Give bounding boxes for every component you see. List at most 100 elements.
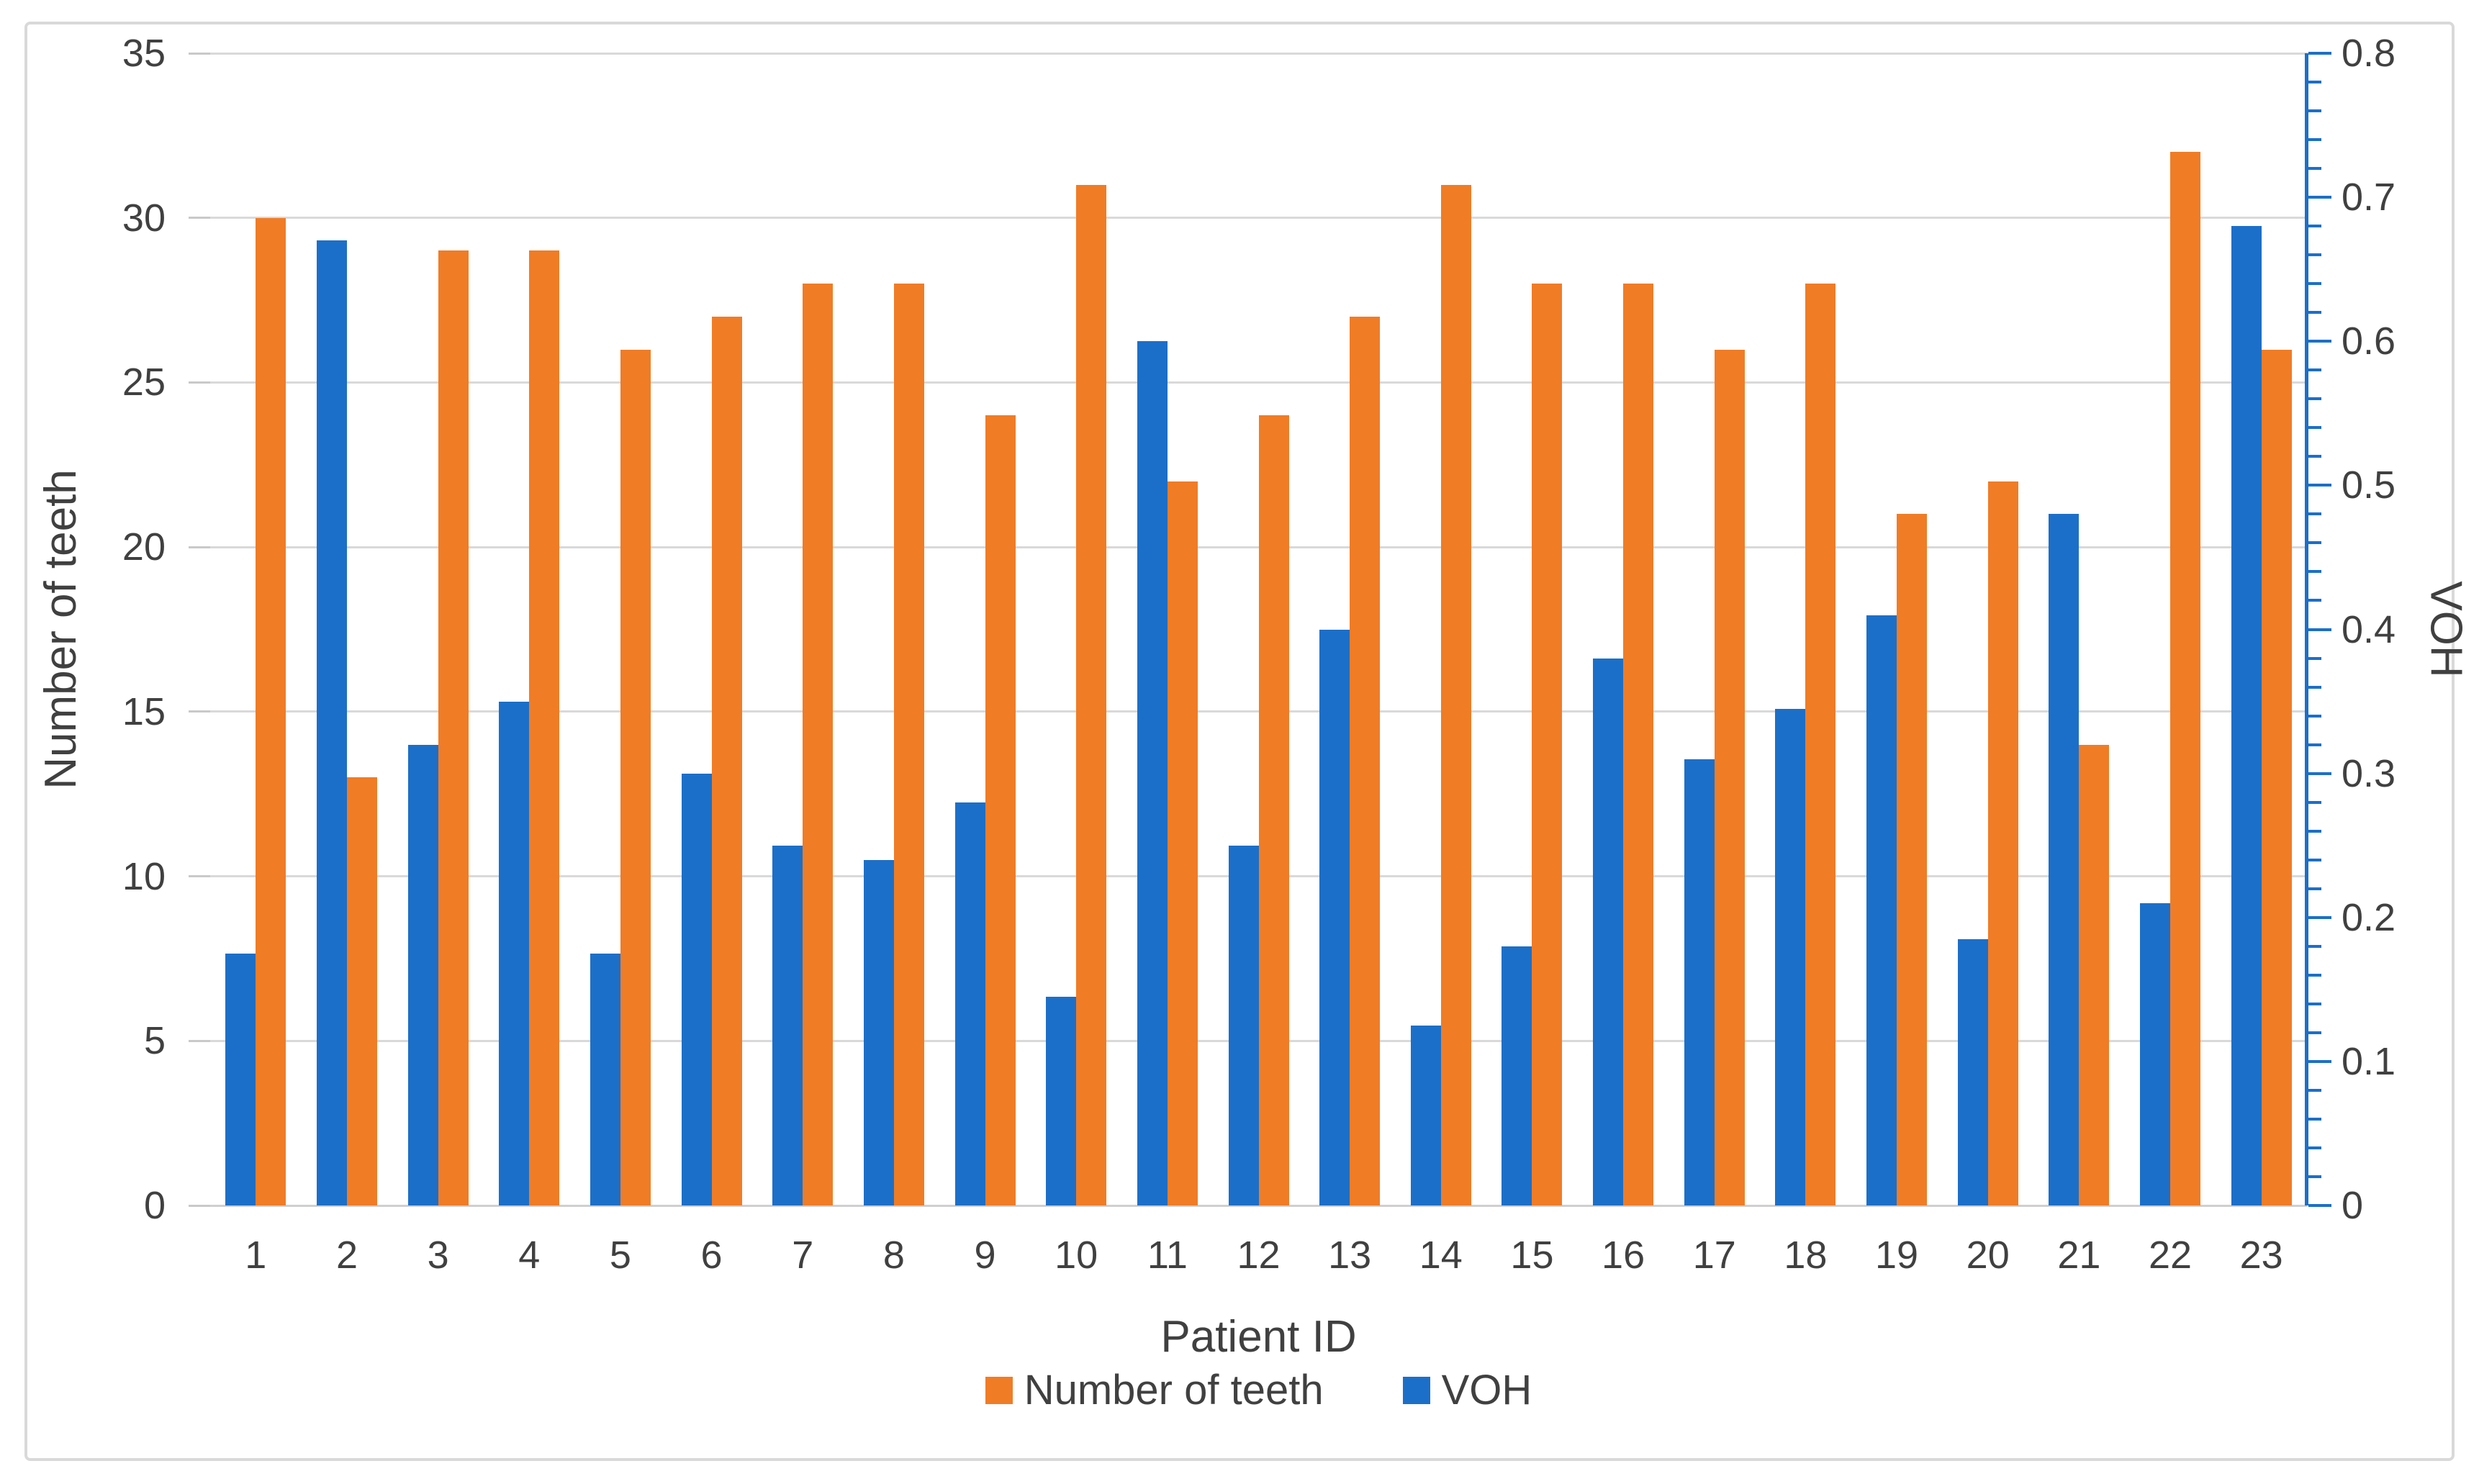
right-axis-minor-tick: [2308, 1117, 2321, 1121]
bar-number-of-teeth-patient-14: [1440, 184, 1471, 1205]
right-axis-tick-label: 0.6: [2342, 320, 2396, 363]
bar-voh-patient-18: [1775, 708, 1806, 1205]
right-axis-minor-tick: [2308, 455, 2321, 458]
right-axis-minor-tick: [2308, 1088, 2321, 1092]
x-axis-tick-label: 20: [1966, 1234, 2010, 1277]
x-axis-tick-label: 1: [245, 1234, 267, 1277]
right-axis-major-tick: [2308, 1059, 2331, 1063]
x-axis-tick-label: 15: [1510, 1234, 1554, 1277]
bar-voh-patient-7: [772, 845, 803, 1205]
plot-area: [189, 52, 2331, 1207]
right-axis-tick-label: 0: [2342, 1184, 2364, 1227]
left-axis-tick-label: 25: [122, 361, 166, 404]
right-axis-minor-tick: [2308, 512, 2321, 516]
bar-number-of-teeth-patient-5: [620, 349, 651, 1205]
gridline-0: [210, 1204, 2307, 1207]
left-axis-tick-label: 0: [143, 1184, 166, 1227]
bar-number-of-teeth-patient-15: [1532, 284, 1563, 1205]
right-axis-tick-label: 0.1: [2342, 1039, 2396, 1083]
bar-number-of-teeth-patient-3: [438, 250, 469, 1205]
bar-voh-patient-23: [2231, 226, 2262, 1205]
right-axis-minor-tick: [2308, 397, 2321, 401]
bar-number-of-teeth-patient-8: [893, 284, 924, 1205]
x-axis-tick-label: 17: [1692, 1234, 1736, 1277]
bar-number-of-teeth-patient-17: [1714, 349, 1745, 1205]
gridline-25: [210, 381, 2307, 384]
right-axis-minor-tick: [2308, 253, 2321, 257]
right-axis-minor-tick: [2308, 887, 2321, 890]
right-axis-minor-tick: [2308, 858, 2321, 861]
bar-number-of-teeth-patient-11: [1167, 481, 1198, 1205]
bar-number-of-teeth-patient-1: [256, 217, 286, 1205]
right-axis-major-tick: [2308, 484, 2331, 487]
legend-swatch-orange-icon: [985, 1376, 1013, 1404]
bar-number-of-teeth-patient-23: [2261, 349, 2292, 1205]
bar-number-of-teeth-patient-4: [529, 250, 560, 1205]
left-axis-tick-label: 30: [122, 196, 166, 240]
right-axis-minor-tick: [2308, 109, 2321, 113]
right-axis-minor-tick: [2308, 829, 2321, 833]
bar-number-of-teeth-patient-2: [346, 777, 377, 1205]
bar-voh-patient-4: [499, 701, 530, 1205]
x-axis-tick-label: 19: [1875, 1234, 1919, 1277]
right-axis-major-tick: [2308, 915, 2331, 919]
right-axis-minor-tick: [2308, 138, 2321, 142]
legend-item-voh: VOH: [1402, 1366, 1532, 1414]
right-axis-line: [2305, 53, 2308, 1205]
bar-voh-patient-3: [407, 744, 438, 1205]
x-axis-tick-label: 21: [2057, 1234, 2101, 1277]
bar-voh-patient-9: [954, 802, 985, 1205]
right-axis-minor-tick: [2308, 1175, 2321, 1178]
x-axis-tick-label: 22: [2148, 1234, 2193, 1277]
bar-number-of-teeth-patient-16: [1623, 284, 1654, 1205]
right-axis-tick-label: 0.5: [2342, 463, 2396, 507]
bar-number-of-teeth-patient-22: [2170, 152, 2201, 1205]
right-axis-minor-tick: [2308, 800, 2321, 804]
right-axis-major-tick: [2308, 628, 2331, 631]
bar-voh-patient-12: [1228, 845, 1259, 1205]
bar-number-of-teeth-patient-9: [985, 415, 1016, 1205]
left-axis-tick: [189, 875, 210, 878]
left-axis-tick: [189, 217, 210, 220]
bar-voh-patient-5: [590, 953, 620, 1205]
x-axis-tick-label: 6: [700, 1234, 723, 1277]
right-axis-minor-tick: [2308, 743, 2321, 746]
left-axis-tick: [189, 710, 210, 713]
x-axis-title: Patient ID: [1160, 1312, 1357, 1362]
x-axis-tick-label: 13: [1328, 1234, 1372, 1277]
x-axis-tick-label: 11: [1147, 1234, 1188, 1277]
right-axis-minor-tick: [2308, 656, 2321, 660]
x-axis-tick-label: 9: [974, 1234, 996, 1277]
bar-voh-patient-11: [1137, 341, 1168, 1205]
left-axis-tick-label: 5: [143, 1019, 166, 1063]
bar-voh-patient-1: [225, 953, 256, 1205]
legend-item-number-of-teeth: Number of teeth: [985, 1366, 1324, 1414]
right-axis-minor-tick: [2308, 973, 2321, 977]
right-axis-minor-tick: [2308, 541, 2321, 545]
right-axis-minor-tick: [2308, 944, 2321, 948]
gridline-35: [210, 52, 2307, 55]
right-axis-minor-tick: [2308, 81, 2321, 84]
right-axis-tick-label: 0.8: [2342, 32, 2396, 75]
right-axis-minor-tick: [2308, 1146, 2321, 1149]
left-axis-tick: [189, 546, 210, 548]
bar-voh-patient-13: [1319, 629, 1350, 1205]
bar-number-of-teeth-patient-7: [803, 284, 834, 1205]
right-axis-minor-tick: [2308, 225, 2321, 228]
bar-voh-patient-21: [2049, 514, 2080, 1205]
x-axis-tick-label: 5: [609, 1234, 631, 1277]
bar-voh-patient-17: [1684, 759, 1715, 1205]
left-axis-tick: [189, 381, 210, 384]
bar-number-of-teeth-patient-13: [1350, 316, 1381, 1205]
bar-voh-patient-10: [1046, 996, 1077, 1205]
left-axis-tick-label: 10: [122, 854, 166, 898]
bar-number-of-teeth-patient-10: [1076, 184, 1107, 1205]
right-axis-minor-tick: [2308, 1031, 2321, 1034]
legend-swatch-blue-icon: [1402, 1376, 1430, 1404]
x-axis-tick-label: 18: [1784, 1234, 1828, 1277]
bar-number-of-teeth-patient-18: [1805, 284, 1836, 1205]
right-axis-major-tick: [2308, 1204, 2331, 1207]
right-axis-minor-tick: [2308, 714, 2321, 718]
right-axis-minor-tick: [2308, 685, 2321, 689]
